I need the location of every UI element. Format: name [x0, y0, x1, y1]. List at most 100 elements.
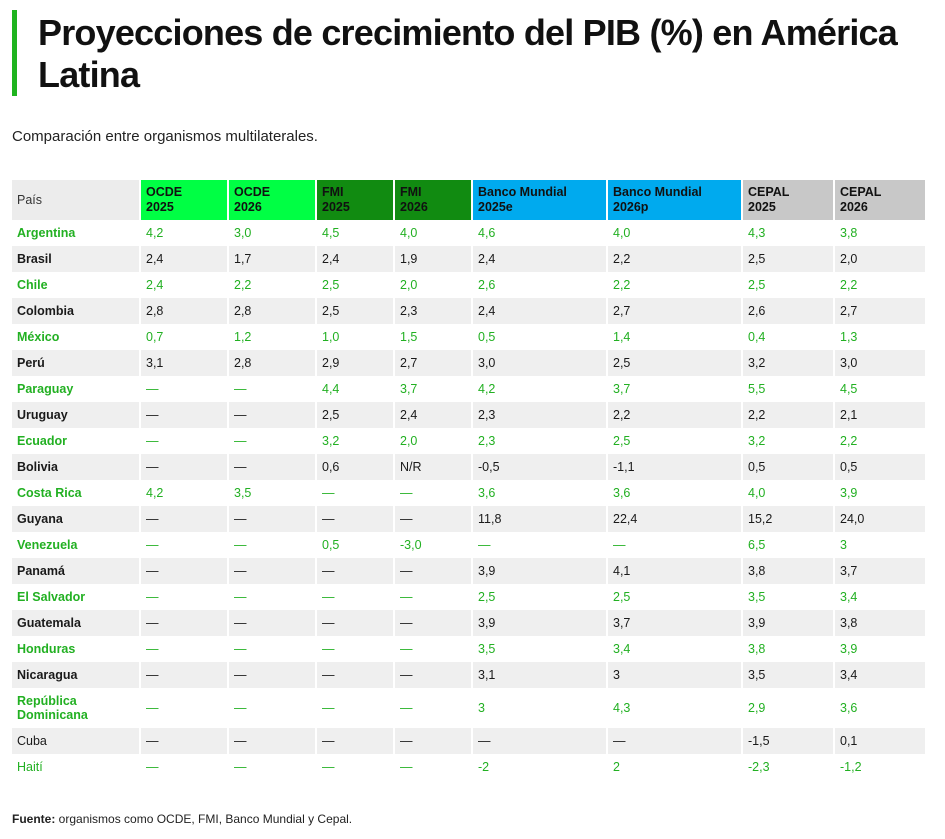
- value-cell: —: [140, 376, 229, 402]
- table-row: Guatemala — — — —3,9 3,7 3,9 3,8: [12, 610, 927, 636]
- table-row: Nicaragua — — — —3,1 3 3,5 3,4: [12, 662, 927, 688]
- country-cell: Paraguay: [12, 376, 141, 402]
- value-cell: 2,3: [394, 298, 473, 324]
- value-cell: —: [228, 506, 317, 532]
- value-cell: 2,7: [607, 298, 743, 324]
- value-cell: 2,5: [316, 402, 395, 428]
- value-cell: -0,5: [472, 454, 608, 480]
- value-cell: 2,9: [316, 350, 395, 376]
- value-cell: 4,2: [140, 480, 229, 506]
- value-cell: —: [140, 532, 229, 558]
- value-cell: 2,8: [228, 298, 317, 324]
- country-cell: Perú: [12, 350, 141, 376]
- value-cell: 3,7: [607, 376, 743, 402]
- value-cell: 2,8: [228, 350, 317, 376]
- value-cell: 4,0: [607, 220, 743, 246]
- value-cell: —: [140, 688, 229, 728]
- value-cell: —: [394, 754, 473, 780]
- value-cell: 3: [834, 532, 927, 558]
- country-cell: Argentina: [12, 220, 141, 246]
- value-cell: -1,5: [742, 728, 835, 754]
- column-header-label: FMI: [400, 185, 422, 199]
- value-cell: 1,4: [607, 324, 743, 350]
- value-cell: —: [228, 454, 317, 480]
- table-row: Venezuela — —0,5 -3,0— —6,5 3: [12, 532, 927, 558]
- value-cell: -1,2: [834, 754, 927, 780]
- value-cell: —: [140, 402, 229, 428]
- value-cell: 3,5: [472, 636, 608, 662]
- value-cell: 3,7: [394, 376, 473, 402]
- country-cell: República Dominicana: [12, 688, 141, 728]
- value-cell: 3,9: [742, 610, 835, 636]
- column-header: OCDE 2025: [140, 180, 229, 220]
- column-header: CEPAL 2025: [742, 180, 835, 220]
- value-cell: —: [316, 610, 395, 636]
- column-header-year: 2025: [146, 200, 174, 214]
- country-cell: Panamá: [12, 558, 141, 584]
- table-row: Honduras — — — —3,5 3,4 3,8 3,9: [12, 636, 927, 662]
- value-cell: —: [394, 506, 473, 532]
- value-cell: 2,0: [394, 428, 473, 454]
- value-cell: 0,6: [316, 454, 395, 480]
- value-cell: 3,8: [834, 220, 927, 246]
- value-cell: 2,9: [742, 688, 835, 728]
- value-cell: 3,9: [834, 480, 927, 506]
- value-cell: 3,8: [742, 636, 835, 662]
- value-cell: 0,5: [742, 454, 835, 480]
- column-header: Banco Mundial 2025e: [472, 180, 608, 220]
- value-cell: 3,4: [607, 636, 743, 662]
- value-cell: 4,5: [834, 376, 927, 402]
- value-cell: 1,0: [316, 324, 395, 350]
- value-cell: —: [228, 688, 317, 728]
- value-cell: 2,6: [742, 298, 835, 324]
- value-cell: —: [228, 610, 317, 636]
- table-body: Argentina 4,2 3,0 4,5 4,0 4,6 4,0 4,3 3,8 Brasil 2…: [12, 220, 927, 780]
- value-cell: 6,5: [742, 532, 835, 558]
- value-cell: 3,0: [834, 350, 927, 376]
- value-cell: 3: [472, 688, 608, 728]
- value-cell: 0,5: [834, 454, 927, 480]
- page-title: Proyecciones de crecimiento del PIB (%) …: [38, 12, 898, 95]
- value-cell: 2,7: [394, 350, 473, 376]
- value-cell: 2,2: [834, 272, 927, 298]
- value-cell: 3: [607, 662, 743, 688]
- value-cell: 4,3: [742, 220, 835, 246]
- value-cell: —: [228, 428, 317, 454]
- value-cell: —: [140, 584, 229, 610]
- value-cell: 3,5: [742, 584, 835, 610]
- value-cell: 3,0: [472, 350, 608, 376]
- value-cell: 2,2: [834, 428, 927, 454]
- value-cell: —: [316, 558, 395, 584]
- value-cell: 2,2: [607, 272, 743, 298]
- value-cell: —: [394, 688, 473, 728]
- table-row: Uruguay — —2,5 2,4 2,3 2,2 2,2 2,1: [12, 402, 927, 428]
- value-cell: —: [607, 728, 743, 754]
- value-cell: —: [394, 610, 473, 636]
- value-cell: 2,0: [394, 272, 473, 298]
- value-cell: 4,2: [140, 220, 229, 246]
- value-cell: 2,2: [607, 402, 743, 428]
- country-cell: Brasil: [12, 246, 141, 272]
- value-cell: 3,7: [607, 610, 743, 636]
- source-note: Fuente: organismos como OCDE, FMI, Banco…: [12, 812, 352, 826]
- value-cell: 4,4: [316, 376, 395, 402]
- value-cell: —: [394, 558, 473, 584]
- value-cell: —: [316, 506, 395, 532]
- page-subtitle: Comparación entre organismos multilatera…: [12, 128, 318, 145]
- table-row: Ecuador — —3,2 2,0 2,3 2,5 3,2 2,2: [12, 428, 927, 454]
- value-cell: 3,2: [742, 428, 835, 454]
- value-cell: 4,5: [316, 220, 395, 246]
- country-cell: Uruguay: [12, 402, 141, 428]
- value-cell: 3,9: [834, 636, 927, 662]
- value-cell: —: [228, 636, 317, 662]
- value-cell: —: [140, 662, 229, 688]
- table-row: Guyana — — — —11,8 22,4 15,2 24,0: [12, 506, 927, 532]
- value-cell: 2,5: [607, 428, 743, 454]
- table-row: República Dominicana — — — —3 4,3 2,9 3,6: [12, 688, 927, 728]
- value-cell: —: [140, 558, 229, 584]
- table-row: Cuba — — — — — — -1,5 0,1: [12, 728, 927, 754]
- value-cell: 3,9: [472, 558, 608, 584]
- value-cell: 3,1: [472, 662, 608, 688]
- value-cell: 2,7: [834, 298, 927, 324]
- value-cell: 3,9: [472, 610, 608, 636]
